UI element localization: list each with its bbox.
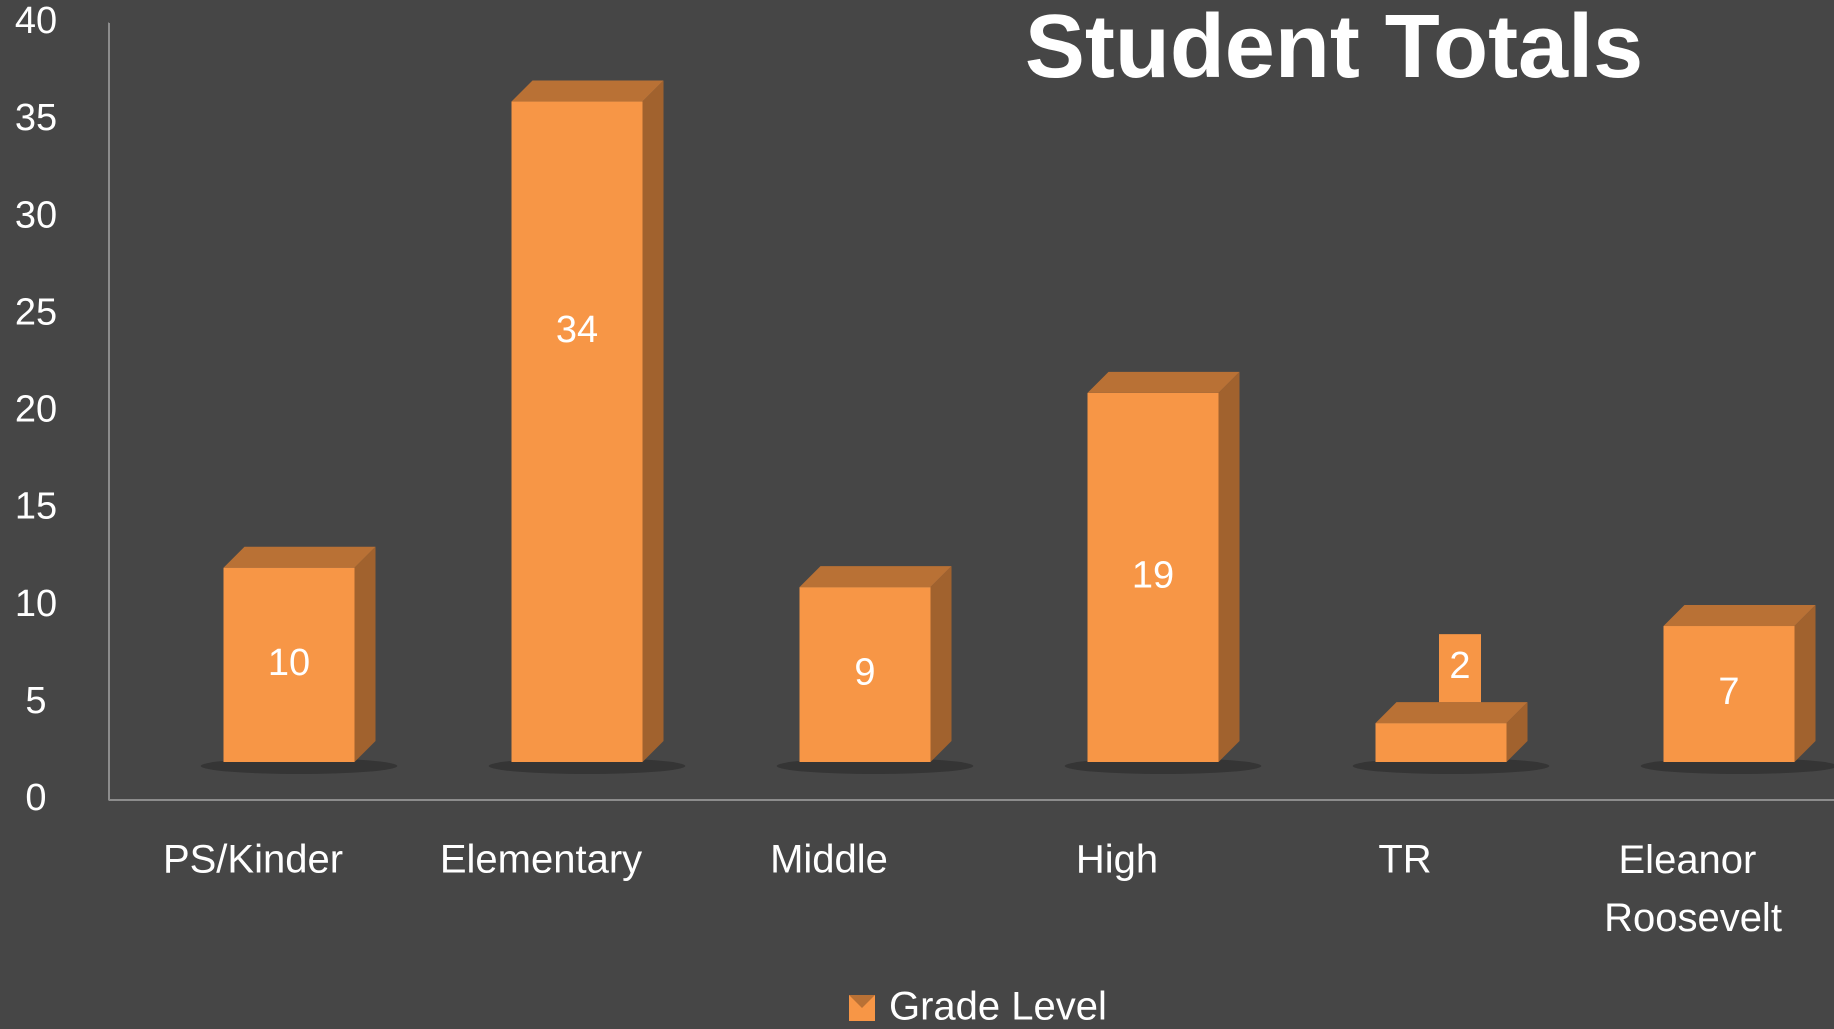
data-label: 34 xyxy=(556,309,598,351)
y-tick-label: 10 xyxy=(15,583,57,625)
bar xyxy=(799,587,931,762)
bar-top xyxy=(223,546,376,568)
x-tick-label: TR xyxy=(1378,838,1431,882)
bar-side xyxy=(1506,702,1528,762)
bar-top xyxy=(1375,702,1528,724)
legend-marker-top xyxy=(849,995,875,1008)
bar-side xyxy=(354,546,376,762)
data-label: 7 xyxy=(1718,671,1739,713)
x-tick-label: Middle xyxy=(770,838,888,882)
y-tick-label: 25 xyxy=(15,291,57,333)
x-tick-label: PS/Kinder xyxy=(163,838,343,882)
y-tick-label: 15 xyxy=(15,486,57,528)
data-label-box xyxy=(1439,634,1481,703)
bar-shadow xyxy=(1640,758,1834,774)
bar xyxy=(1375,723,1507,762)
bar-side xyxy=(1794,605,1816,762)
y-tick-label: 5 xyxy=(25,680,46,722)
bar-side xyxy=(642,80,664,763)
bar-top xyxy=(799,566,952,588)
y-tick-label: 35 xyxy=(15,97,57,139)
y-tick-label: 30 xyxy=(15,194,57,236)
y-tick-label: 0 xyxy=(25,777,46,819)
data-label: 9 xyxy=(854,652,875,694)
chart-title: Student Totals xyxy=(1025,0,1643,97)
bar-top xyxy=(1087,371,1240,393)
bar xyxy=(1663,626,1795,762)
x-tick-label-line: Eleanor xyxy=(1619,838,1768,882)
x-tick-label: High xyxy=(1076,838,1158,882)
y-tick-label: 20 xyxy=(15,389,57,431)
legend-label: Grade Level xyxy=(889,985,1107,1029)
bar-side xyxy=(930,566,952,762)
y-tick-label: 40 xyxy=(15,0,57,42)
bar-top xyxy=(1663,605,1816,627)
data-label: 19 xyxy=(1132,554,1174,596)
data-label: 10 xyxy=(268,642,310,684)
bar-top xyxy=(511,80,664,102)
x-tick-label: Elementary xyxy=(440,838,642,882)
bar xyxy=(511,101,643,763)
x-tick-label-line: Roosevelt xyxy=(1604,896,1782,940)
data-label: 2 xyxy=(1449,645,1470,687)
x-tick-label: Eleanor Roosevelt xyxy=(1604,838,1782,940)
bar xyxy=(223,567,355,762)
bar-side xyxy=(1218,371,1240,762)
bar xyxy=(1087,392,1219,762)
